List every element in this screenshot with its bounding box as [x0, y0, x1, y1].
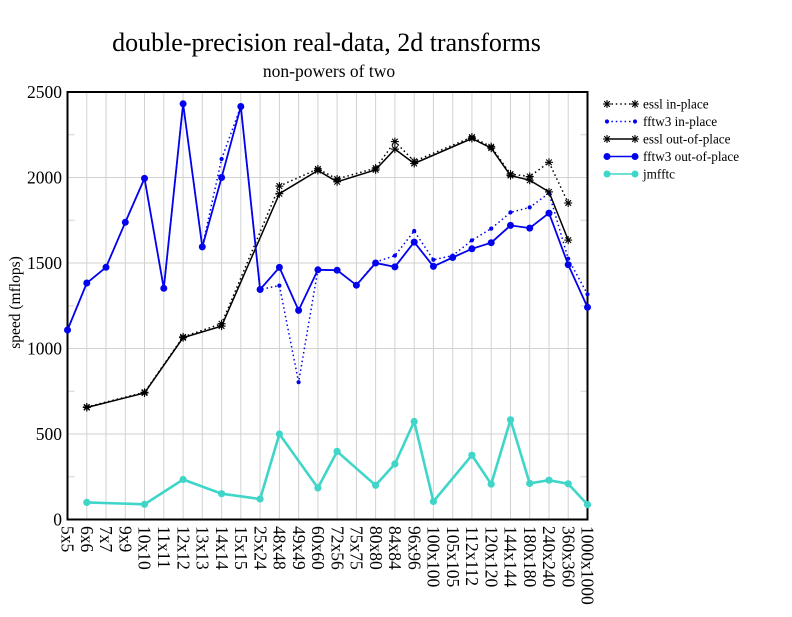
- svg-text:112x112: 112x112: [462, 526, 482, 586]
- svg-text:25x24: 25x24: [250, 526, 270, 570]
- svg-text:7x7: 7x7: [96, 526, 116, 553]
- svg-text:48x48: 48x48: [270, 526, 290, 570]
- svg-text:1000: 1000: [27, 339, 62, 359]
- svg-text:84x84: 84x84: [385, 526, 405, 570]
- svg-text:1000x1000: 1000x1000: [578, 526, 598, 605]
- svg-text:double-precision real-data, 2d: double-precision real-data, 2d transform…: [112, 28, 541, 57]
- svg-text:15x15: 15x15: [231, 526, 251, 570]
- svg-text:75x75: 75x75: [347, 526, 367, 570]
- svg-text:essl out-of-place: essl out-of-place: [643, 132, 731, 147]
- svg-text:2500: 2500: [27, 82, 62, 102]
- svg-text:5x5: 5x5: [58, 526, 78, 553]
- svg-text:14x14: 14x14: [212, 526, 232, 570]
- svg-text:non-powers of two: non-powers of two: [263, 61, 395, 81]
- svg-text:72x56: 72x56: [327, 526, 347, 570]
- svg-text:500: 500: [36, 424, 63, 444]
- svg-text:100x100: 100x100: [424, 526, 444, 588]
- svg-text:2000: 2000: [27, 168, 62, 188]
- svg-text:essl in-place: essl in-place: [643, 97, 709, 112]
- svg-text:1500: 1500: [27, 253, 62, 273]
- svg-text:0: 0: [53, 510, 62, 530]
- svg-text:360x360: 360x360: [558, 526, 578, 588]
- svg-text:240x240: 240x240: [539, 526, 559, 588]
- svg-text:speed (mflops): speed (mflops): [7, 256, 24, 349]
- svg-text:49x49: 49x49: [289, 526, 309, 570]
- svg-text:fftw3 out-of-place: fftw3 out-of-place: [643, 149, 739, 164]
- svg-text:fftw3 in-place: fftw3 in-place: [643, 114, 717, 129]
- svg-text:180x180: 180x180: [520, 526, 540, 588]
- svg-text:12x12: 12x12: [173, 526, 193, 570]
- svg-text:13x13: 13x13: [193, 526, 213, 570]
- svg-text:144x144: 144x144: [501, 526, 521, 588]
- svg-text:120x120: 120x120: [481, 526, 501, 588]
- svg-text:96x96: 96x96: [404, 526, 424, 570]
- svg-text:6x6: 6x6: [77, 526, 97, 553]
- svg-text:80x80: 80x80: [366, 526, 386, 570]
- svg-text:9x9: 9x9: [116, 526, 136, 553]
- svg-text:jmfftc: jmfftc: [642, 167, 675, 182]
- svg-text:11x11: 11x11: [154, 526, 174, 568]
- svg-text:10x10: 10x10: [135, 526, 155, 570]
- svg-text:60x60: 60x60: [308, 526, 328, 570]
- svg-text:105x105: 105x105: [443, 526, 463, 588]
